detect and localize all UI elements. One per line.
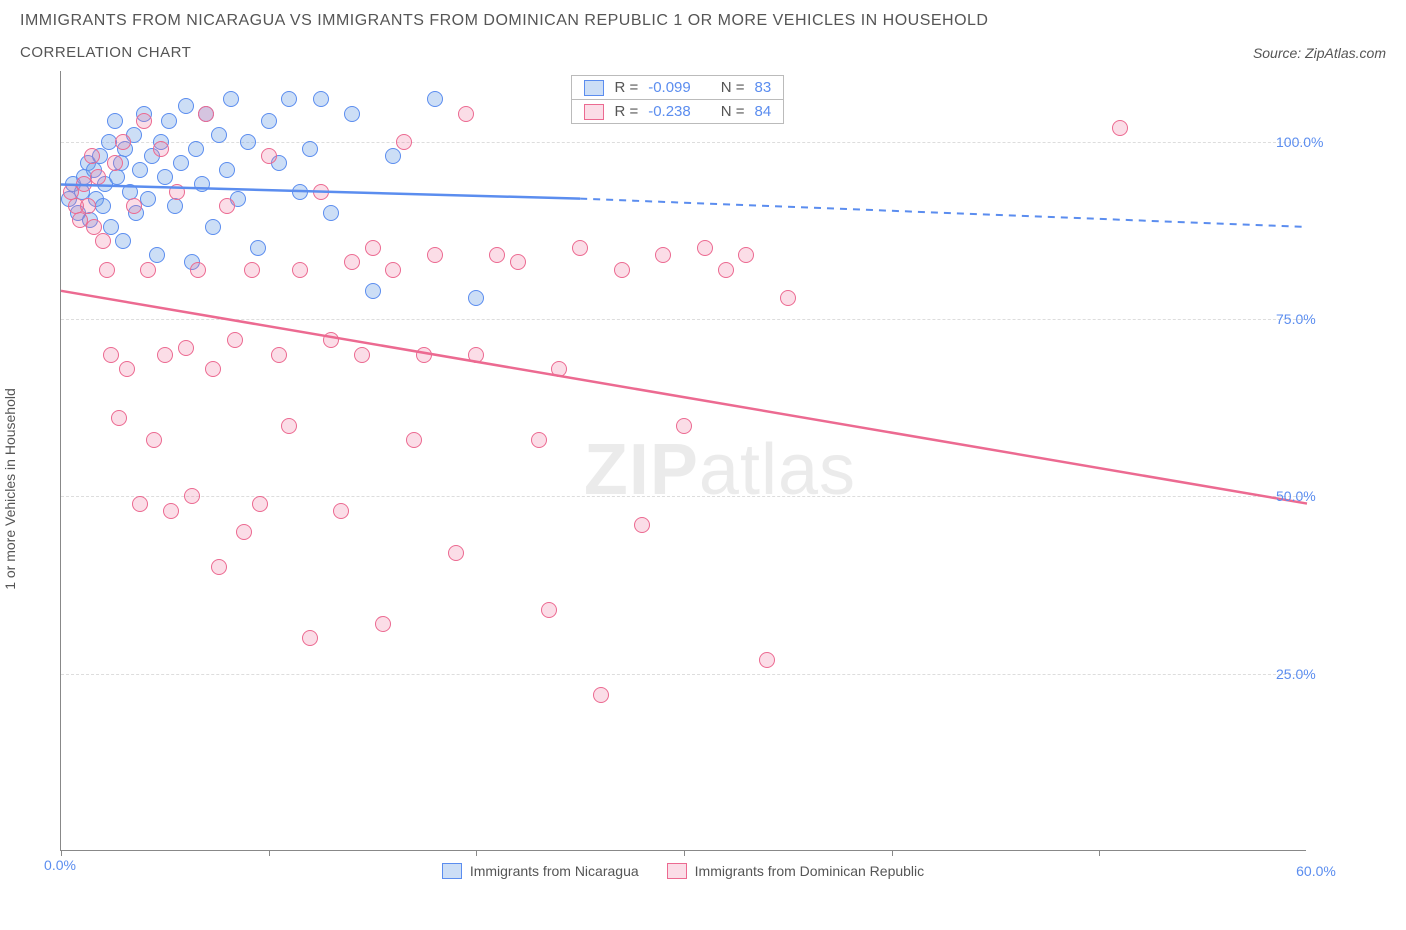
legend-swatch xyxy=(584,80,604,96)
legend-label: Immigrants from Dominican Republic xyxy=(695,863,925,879)
legend-label: Immigrants from Nicaragua xyxy=(470,863,639,879)
r-label: R = xyxy=(614,79,638,96)
subtitle-row: CORRELATION CHART Source: ZipAtlas.com xyxy=(20,44,1386,61)
trend-lines xyxy=(61,71,1307,851)
r-value: -0.099 xyxy=(648,79,691,96)
r-value: -0.238 xyxy=(648,103,691,120)
y-tick-label: 100.0% xyxy=(1276,134,1323,150)
n-value: 84 xyxy=(755,103,772,120)
y-tick-label: 75.0% xyxy=(1276,311,1316,327)
n-value: 83 xyxy=(755,79,772,96)
chart-container: 1 or more Vehicles in Household ZIPatlas… xyxy=(20,71,1386,891)
legend-item: Immigrants from Dominican Republic xyxy=(667,863,925,879)
chart-subtitle: CORRELATION CHART xyxy=(20,44,191,61)
legend-item: Immigrants from Nicaragua xyxy=(442,863,639,879)
correlation-legend: R = -0.099 N = 83 R = -0.238 N = 84 xyxy=(571,75,784,124)
x-min-label: 0.0% xyxy=(44,857,76,873)
chart-title: IMMIGRANTS FROM NICARAGUA VS IMMIGRANTS … xyxy=(20,12,1386,30)
r-label: R = xyxy=(614,103,638,120)
n-label: N = xyxy=(721,103,745,120)
plot-area: ZIPatlas R =-0.099N =83R =-0.238N =84 xyxy=(60,71,1306,851)
legend-row: R = -0.238 N = 84 xyxy=(572,100,783,123)
legend-swatch xyxy=(667,863,687,879)
n-label: N = xyxy=(721,79,745,96)
legend-swatch xyxy=(442,863,462,879)
legend-row: R = -0.099 N = 83 xyxy=(572,76,783,100)
y-axis-label: 1 or more Vehicles in Household xyxy=(2,388,18,590)
x-axis-legend: Immigrants from Nicaragua Immigrants from… xyxy=(60,863,1306,879)
x-max-label: 60.0% xyxy=(1296,863,1336,879)
y-tick-label: 25.0% xyxy=(1276,666,1316,682)
legend-swatch xyxy=(584,104,604,120)
y-tick-label: 50.0% xyxy=(1276,488,1316,504)
source-credit: Source: ZipAtlas.com xyxy=(1253,45,1386,61)
